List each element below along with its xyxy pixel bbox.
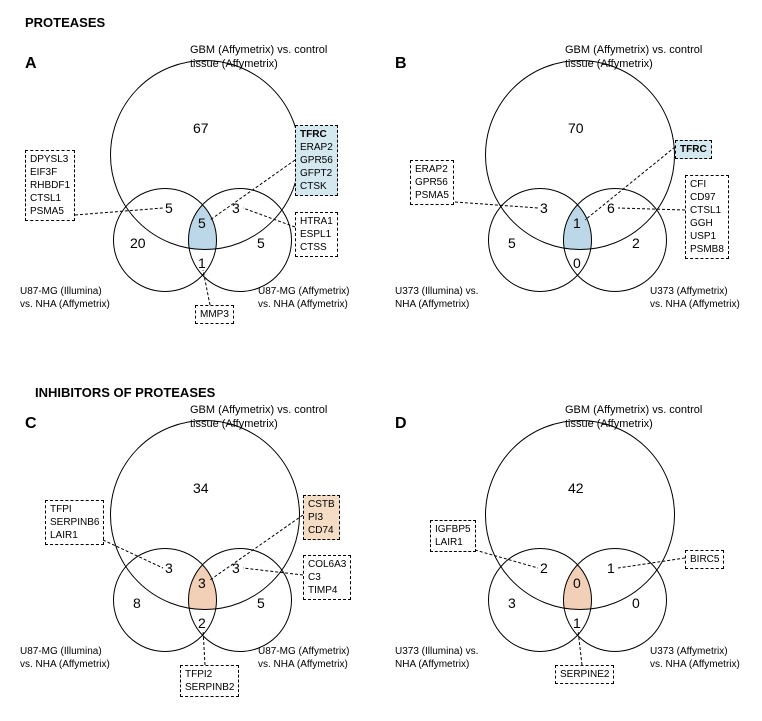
venn-b-c-num: 2 <box>632 235 640 251</box>
venn-c-right-circle <box>188 548 292 652</box>
venn-d-ac-num: 1 <box>607 560 615 576</box>
venn-b-right-circle <box>563 188 667 292</box>
venn-a-ac-num: 3 <box>232 200 240 216</box>
venn-c-abc-num: 3 <box>198 575 206 591</box>
venn-d-bc-num: 1 <box>573 615 581 631</box>
venn-d-c-num: 0 <box>632 595 640 611</box>
gene-box-c-ab: TFPI SERPINB6 LAIR1 <box>45 500 104 545</box>
venn-d-abc-num: 0 <box>573 575 581 591</box>
venn-c-b-num: 8 <box>133 595 141 611</box>
gene-box-c-bc: TFPI2 SERPINB2 <box>180 665 239 697</box>
venn-a-left-label: U87-MG (Illumina) vs. NHA (Affymetrix) <box>20 285 110 311</box>
venn-a-right-label: U87-MG (Affymetrix) vs. NHA (Affymetrix) <box>258 285 350 311</box>
venn-b-b-num: 5 <box>508 235 516 251</box>
gene-box-c-ac: COL6A3 C3 TIMP4 <box>303 555 351 600</box>
venn-b-bc-num: 0 <box>573 255 581 271</box>
venn-panel-b: GBM (Affymetrix) vs. control tissue (Aff… <box>395 55 760 335</box>
venn-a-right-circle <box>188 188 292 292</box>
venn-d-right-label: U373 (Affymetrix) vs. NHA (Affymetrix) <box>650 645 740 671</box>
venn-b-abc-num: 1 <box>573 215 581 231</box>
proteases-title: PROTEASES <box>25 15 105 30</box>
gene-box-c-abc: CSTB PI3 CD74 <box>303 495 340 540</box>
gene-box-d-bc: SERPINE2 <box>555 665 614 684</box>
venn-d-ab-num: 2 <box>540 560 548 576</box>
gene-box-a-abc: TFRCERAP2GPR56GFPT2CTSK <box>295 125 338 196</box>
gene-box-d-ab: IGFBP5 LAIR1 <box>430 520 476 552</box>
venn-a-b-num: 20 <box>130 235 146 251</box>
gene-box-b-ac: CFI CD97 CTSL1 GGH USP1 PSMB8 <box>685 175 729 259</box>
venn-c-ab-num: 3 <box>165 560 173 576</box>
venn-d-left-label: U373 (Illumina) vs. NHA (Affymetrix) <box>395 645 478 671</box>
venn-c-top-label: GBM (Affymetrix) vs. control tissue (Aff… <box>190 403 327 432</box>
gene-box-a-bc: MMP3 <box>195 305 234 324</box>
venn-a-abc-num: 5 <box>198 215 206 231</box>
venn-a-top-num: 67 <box>193 120 209 136</box>
venn-d-top-num: 42 <box>568 480 584 496</box>
venn-a-bc-num: 1 <box>198 255 206 271</box>
gene-box-b-abc: TFRC <box>675 140 712 159</box>
venn-c-right-label: U87-MG (Affymetrix) vs. NHA (Affymetrix) <box>258 645 350 671</box>
venn-a-c-num: 5 <box>257 235 265 251</box>
venn-b-top-label: GBM (Affymetrix) vs. control tissue (Aff… <box>565 43 702 72</box>
venn-c-ac-num: 3 <box>232 560 240 576</box>
gene-box-b-ab: ERAP2 GPR56 PSMA5 <box>410 160 454 205</box>
venn-c-c-num: 5 <box>257 595 265 611</box>
venn-c-top-num: 34 <box>193 480 209 496</box>
venn-panel-d: GBM (Affymetrix) vs. control tissue (Aff… <box>395 415 760 705</box>
gene-box-d-ac: BIRC5 <box>685 550 724 569</box>
venn-panel-a: GBM (Affymetrix) vs. control tissue (Aff… <box>25 55 375 335</box>
venn-b-left-label: U373 (Illumina) vs. NHA (Affymetrix) <box>395 285 478 311</box>
venn-b-ab-num: 3 <box>540 200 548 216</box>
venn-d-top-label: GBM (Affymetrix) vs. control tissue (Aff… <box>565 403 702 432</box>
venn-a-ab-num: 5 <box>165 200 173 216</box>
gene-box-a-ab: DPYSL3 EIF3F RHBDF1 CTSL1 PSMA5 <box>25 150 75 221</box>
venn-d-right-circle <box>563 548 667 652</box>
venn-c-left-label: U87-MG (Illumina) vs. NHA (Affymetrix) <box>20 645 110 671</box>
gene-box-a-ac: HTRA1 ESPL1 CTSS <box>295 212 338 257</box>
inhibitors-title: INHIBITORS OF PROTEASES <box>35 385 215 400</box>
venn-d-b-num: 3 <box>508 595 516 611</box>
venn-b-ac-num: 6 <box>607 200 615 216</box>
venn-b-top-num: 70 <box>568 120 584 136</box>
venn-panel-c: GBM (Affymetrix) vs. control tissue (Aff… <box>25 415 375 705</box>
venn-a-top-label: GBM (Affymetrix) vs. control tissue (Aff… <box>190 43 327 72</box>
venn-c-bc-num: 2 <box>198 615 206 631</box>
venn-b-right-label: U373 (Affymetrix) vs. NHA (Affymetrix) <box>650 285 740 311</box>
